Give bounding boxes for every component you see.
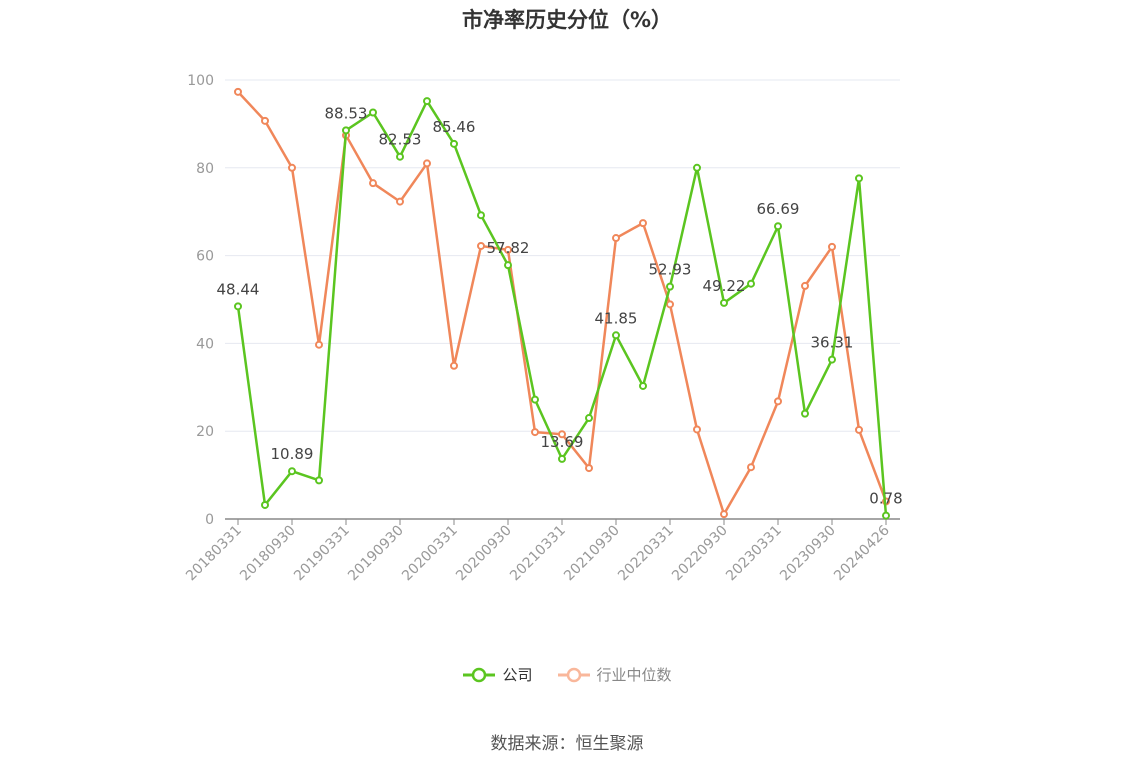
industry-data-point (315, 340, 323, 349)
x-tick-label: 20230331 (723, 523, 785, 585)
data-label: 36.31 (811, 334, 854, 352)
legend-company-marker-icon (463, 667, 496, 682)
data-label: 10.89 (271, 445, 314, 463)
industry-data-point (801, 281, 809, 290)
chart-canvas: 0 20 40 60 80 100 2018033120180930201903312019… (183, 73, 903, 585)
company-data-point (450, 139, 458, 148)
company-data-point (612, 331, 620, 340)
y-tick-label: 100 (187, 73, 214, 89)
x-tick-label: 20190930 (345, 523, 407, 585)
industry-data-point (855, 425, 863, 434)
industry-data-point (450, 361, 458, 370)
y-tick-label: 80 (196, 161, 214, 177)
legend: 公司 行业中位数 (0, 664, 1134, 685)
data-label: 49.22 (703, 277, 746, 295)
y-tick-label: 40 (196, 336, 214, 352)
chart-title: 市净率历史分位（%） (461, 8, 673, 32)
industry-data-point (774, 397, 782, 406)
industry-data-point (558, 430, 566, 439)
data-label: 85.46 (433, 118, 476, 136)
company-data-point (423, 97, 431, 106)
x-tick-label: 20230930 (777, 523, 839, 585)
company-data-point (558, 454, 566, 463)
industry-data-point (693, 425, 701, 434)
data-label: 82.53 (379, 131, 422, 149)
data-label: 0.78 (869, 490, 902, 508)
data-label: 13.69 (541, 433, 584, 451)
data-label: 66.69 (757, 200, 800, 218)
company-data-point (747, 279, 755, 288)
x-tick-label: 20220331 (615, 523, 677, 585)
series-lines (234, 87, 890, 520)
company-data-point (342, 126, 350, 135)
x-tick-label: 20180930 (237, 523, 299, 585)
company-data-point (774, 222, 782, 231)
industry-data-point (747, 463, 755, 472)
legend-item-company[interactable]: 公司 (462, 664, 533, 685)
company-data-point (828, 355, 836, 364)
company-data-point (477, 211, 485, 220)
industry-data-point (531, 428, 539, 437)
x-tick-label: 20180331 (183, 523, 245, 585)
y-tick-label: 20 (196, 424, 214, 440)
industry-data-point (477, 241, 485, 250)
legend-label-industry-median: 行业中位数 (596, 666, 672, 684)
x-tick-label: 20200331 (399, 523, 461, 585)
industry-data-point (828, 242, 836, 251)
company-data-point (585, 414, 593, 423)
x-tick-label: 20220930 (669, 523, 731, 585)
company-data-point (882, 511, 890, 520)
company-data-point (855, 174, 863, 183)
x-tick-label: 20210331 (507, 523, 569, 585)
x-tick-label: 20210930 (561, 523, 623, 585)
company-data-point (666, 282, 674, 291)
company-data-point (801, 409, 809, 418)
company-data-point (531, 395, 539, 404)
industry-data-point (612, 234, 620, 243)
industry-data-point (423, 159, 431, 168)
data-label: 88.53 (325, 104, 368, 122)
company-data-point (234, 302, 242, 311)
data-labels: 48.44 10.89 88.53 82.53 85.46 57.82 13.69 41.85… (217, 104, 903, 507)
industry-data-point (288, 163, 296, 172)
data-label: 48.44 (217, 280, 260, 298)
company-data-point (369, 108, 377, 117)
legend-label-company: 公司 (502, 666, 533, 684)
company-data-point (639, 381, 647, 390)
industry-data-point (666, 300, 674, 309)
x-tick-label: 20240426 (831, 522, 893, 584)
company-data-point (504, 261, 512, 270)
company-data-point (261, 500, 269, 509)
legend-item-industry-median[interactable]: 行业中位数 (557, 664, 672, 685)
data-label: 52.93 (649, 261, 692, 279)
industry-data-point (369, 179, 377, 188)
x-tick-label: 20190331 (291, 523, 353, 585)
legend-industry-marker-icon (557, 667, 590, 682)
company-series-line (236, 99, 888, 516)
industry-data-point (504, 245, 512, 254)
source-note: 数据来源：恒生聚源 (490, 734, 644, 754)
data-label: 41.85 (595, 309, 638, 327)
industry-data-point (261, 116, 269, 125)
industry-data-point (639, 219, 647, 228)
company-data-point (315, 476, 323, 485)
industry-data-point (585, 464, 593, 473)
industry-data-point (720, 510, 728, 519)
x-tick-label: 20200930 (453, 523, 515, 585)
industry-data-point (234, 87, 242, 96)
data-label: 57.82 (487, 239, 530, 257)
industry-data-point (396, 197, 404, 206)
company-data-point (288, 467, 296, 476)
company-data-point (720, 298, 728, 307)
company-data-point (396, 152, 404, 161)
y-tick-label: 60 (196, 249, 214, 265)
y-tick-label: 0 (205, 512, 214, 528)
company-data-point (693, 163, 701, 172)
